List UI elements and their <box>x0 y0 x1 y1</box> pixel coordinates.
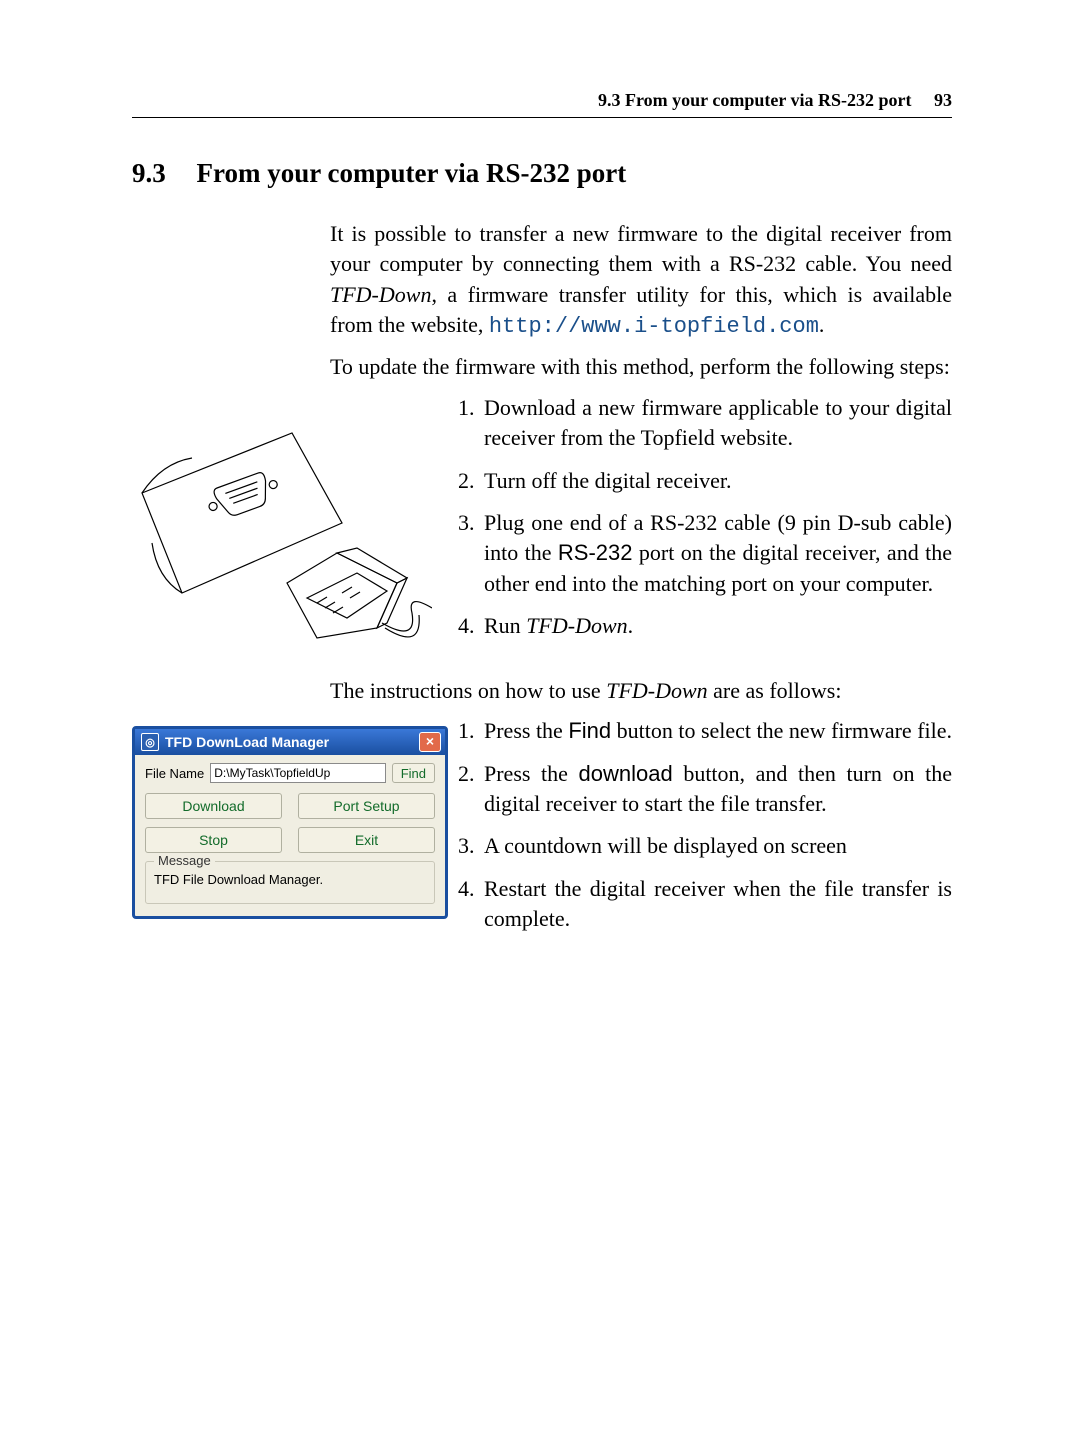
tfd-title: TFD DownLoad Manager <box>165 734 419 750</box>
steps-2-list: Press the Find button to select the new … <box>452 716 952 946</box>
website-url: http://www.i-topfield.com <box>489 314 819 339</box>
file-name-input[interactable] <box>210 763 385 783</box>
step-4: Run TFD-Down. <box>480 611 952 641</box>
file-name-label: File Name <box>145 766 204 781</box>
use-step-2: Press the download button, and then turn… <box>480 759 952 820</box>
use-step-4: Restart the digital receiver when the fi… <box>480 874 952 935</box>
rs232-port-label: RS-232 <box>558 540 633 565</box>
page-number: 93 <box>934 90 952 110</box>
close-icon[interactable]: × <box>419 732 441 752</box>
intro-paragraph-2: To update the firmware with this method,… <box>330 352 952 382</box>
tfd-down-name: TFD-Down <box>330 282 431 307</box>
running-header-text: 9.3 From your computer via RS-232 port <box>598 90 911 110</box>
message-text: TFD File Download Manager. <box>154 872 426 887</box>
tfd-app-icon: ◎ <box>141 733 159 751</box>
cable-illustration <box>132 393 452 658</box>
rs232-cable-icon <box>132 403 432 653</box>
tfd-window-wrap: ◎ TFD DownLoad Manager × File Name Find … <box>132 716 452 919</box>
find-label-ref: Find <box>568 718 611 743</box>
port-setup-button[interactable]: Port Setup <box>298 793 435 819</box>
step-3: Plug one end of a RS-232 cable (9 pin D-… <box>480 508 952 599</box>
steps-block-1: Download a new firmware applicable to yo… <box>132 393 952 658</box>
steps-block-2: ◎ TFD DownLoad Manager × File Name Find … <box>132 716 952 946</box>
message-box: Message TFD File Download Manager. <box>145 861 435 904</box>
file-row: File Name Find <box>145 763 435 783</box>
section-title: From your computer via RS-232 port <box>197 158 627 188</box>
stop-button[interactable]: Stop <box>145 827 282 853</box>
download-button[interactable]: Download <box>145 793 282 819</box>
message-legend: Message <box>154 853 215 868</box>
steps-1-list: Download a new firmware applicable to yo… <box>452 393 952 654</box>
intro-block: It is possible to transfer a new firmwar… <box>330 219 952 383</box>
tfd-titlebar: ◎ TFD DownLoad Manager × <box>135 729 445 755</box>
tfd-body: File Name Find Download Port Setup Stop … <box>135 755 445 916</box>
running-header: 9.3 From your computer via RS-232 port 9… <box>132 90 952 118</box>
find-button[interactable]: Find <box>392 763 435 783</box>
download-label-ref: download <box>579 761 673 786</box>
tfd-window: ◎ TFD DownLoad Manager × File Name Find … <box>132 726 448 919</box>
section-heading: 9.3 From your computer via RS-232 port <box>132 158 952 189</box>
section-number: 9.3 <box>132 158 166 189</box>
use-step-3: A countdown will be displayed on screen <box>480 831 952 861</box>
page: 9.3 From your computer via RS-232 port 9… <box>0 0 1080 1439</box>
exit-button[interactable]: Exit <box>298 827 435 853</box>
step-2: Turn off the digital receiver. <box>480 466 952 496</box>
intro-paragraph-1: It is possible to transfer a new firmwar… <box>330 219 952 342</box>
use-step-1: Press the Find button to select the new … <box>480 716 952 746</box>
step-1: Download a new firmware applicable to yo… <box>480 393 952 454</box>
mid-paragraph: The instructions on how to use TFD-Down … <box>330 676 952 706</box>
